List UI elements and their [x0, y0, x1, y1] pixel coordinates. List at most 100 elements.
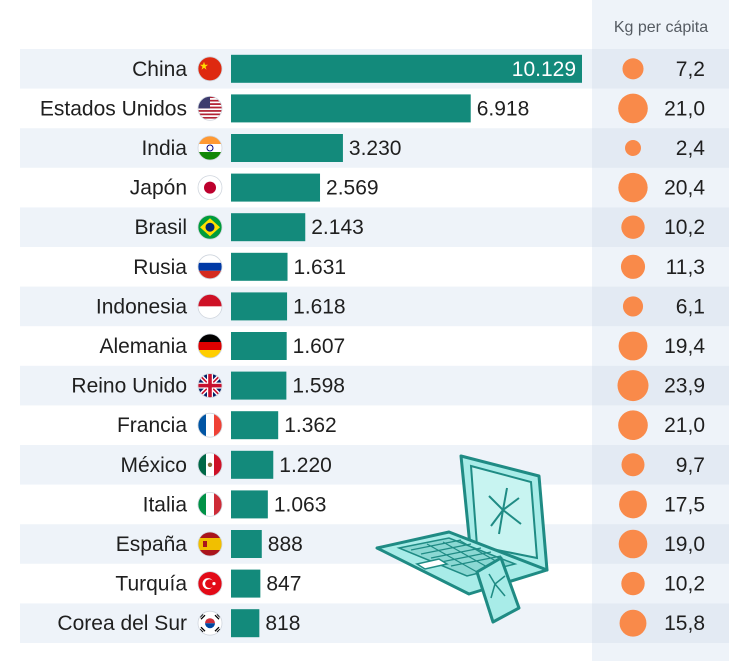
- per-capita-value: 9,7: [676, 454, 705, 477]
- per-capita-row-band: [592, 49, 729, 89]
- bar: [231, 490, 268, 519]
- bar-value-label: 1.607: [293, 335, 346, 358]
- per-capita-value: 10,2: [664, 573, 705, 596]
- it-flag-icon: [197, 491, 223, 517]
- cn-flag-icon: [197, 56, 223, 82]
- country-label: China: [132, 58, 187, 81]
- country-label: Reino Unido: [71, 375, 187, 398]
- bar: [231, 569, 261, 598]
- per-capita-dot: [618, 529, 648, 559]
- us-flag-icon: [197, 96, 223, 121]
- country-label: Italia: [143, 493, 188, 516]
- gb-flag-icon: [197, 373, 223, 399]
- bar: [231, 213, 306, 242]
- id-flag-icon: [197, 293, 223, 319]
- country-label: Rusia: [133, 256, 187, 279]
- per-capita-value: 21,0: [664, 97, 705, 120]
- per-capita-value: 20,4: [664, 177, 705, 200]
- bar-value-label: 818: [265, 612, 300, 635]
- per-capita-value: 6,1: [676, 295, 705, 318]
- country-label: Brasil: [134, 216, 187, 239]
- bar-value-label: 1.598: [292, 375, 345, 398]
- bar-value-label: 10.129: [512, 58, 576, 81]
- bar: [231, 252, 288, 281]
- bar-value-label: 1.362: [284, 414, 337, 437]
- bar: [231, 450, 274, 479]
- per-capita-dot: [621, 571, 645, 596]
- per-capita-value: 2,4: [676, 137, 706, 160]
- per-capita-dot: [619, 609, 647, 637]
- bar: [231, 332, 287, 360]
- kr-flag-icon: [197, 610, 223, 636]
- bar-value-label: 1.618: [293, 295, 346, 318]
- bar: [231, 371, 287, 400]
- row-band: [20, 207, 592, 247]
- fr-flag-icon: [197, 412, 223, 438]
- per-capita-row-band: [592, 603, 729, 643]
- row-band: [20, 365, 592, 406]
- bar: [231, 609, 260, 638]
- broken-laptop-and-phone-icon: [375, 454, 549, 624]
- bar: [231, 173, 321, 202]
- bar-value-label: 888: [268, 533, 303, 556]
- per-capita-dot: [621, 453, 645, 477]
- per-capita-value: 19,0: [664, 533, 705, 556]
- bar-value-label: 2.569: [326, 177, 379, 200]
- per-capita-row-band: [592, 524, 729, 564]
- per-capita-value: 17,5: [664, 493, 705, 516]
- bar: [231, 292, 288, 321]
- in-flag-icon: [197, 135, 223, 161]
- chart-rows: China 10.129 7,2 Estados Unidos 6.918 21,0 Ind…: [20, 49, 729, 643]
- per-capita-value: 23,9: [664, 375, 705, 398]
- per-capita-row-band: [592, 365, 729, 406]
- per-capita-row-band: [592, 207, 729, 247]
- country-label: Estados Unidos: [40, 97, 187, 120]
- bar-value-label: 1.063: [274, 493, 327, 516]
- per-capita-dot: [618, 93, 648, 124]
- country-label: México: [120, 454, 187, 477]
- per-capita-dot: [622, 296, 644, 317]
- jp-flag-icon: [197, 175, 223, 201]
- per-capita-value: 19,4: [664, 335, 705, 358]
- per-capita-dot: [618, 331, 648, 361]
- per-capita-value: 7,2: [676, 58, 705, 81]
- per-capita-value: 10,2: [664, 216, 705, 239]
- per-capita-row-band: [592, 445, 729, 485]
- country-label: Turquía: [115, 573, 187, 596]
- bar-value-label: 1.631: [294, 256, 347, 279]
- per-capita-dot: [620, 254, 646, 279]
- country-label: Alemania: [99, 335, 187, 358]
- per-capita-value: 11,3: [666, 256, 705, 279]
- per-capita-value: 15,8: [664, 612, 705, 635]
- de-flag-icon: [197, 333, 223, 359]
- per-capita-row-band: [592, 286, 729, 327]
- bar: [231, 530, 262, 558]
- country-label: Corea del Sur: [57, 612, 187, 635]
- row-band: [20, 286, 592, 327]
- per-capita-dot: [625, 140, 641, 156]
- bar: [231, 411, 279, 440]
- per-capita-dot: [618, 410, 648, 441]
- mx-flag-icon: [197, 452, 223, 478]
- bar: [231, 134, 343, 162]
- bar: [231, 94, 471, 123]
- br-flag-icon: [197, 214, 223, 240]
- per-capita-dot: [621, 215, 645, 239]
- per-capita-row-band: [592, 128, 729, 168]
- bar-value-label: 3.230: [349, 137, 402, 160]
- tr-flag-icon: [197, 571, 223, 596]
- bar-value-label: 847: [266, 573, 301, 596]
- country-label: Indonesia: [96, 295, 187, 318]
- country-label: Francia: [117, 414, 187, 437]
- ru-flag-icon: [197, 254, 223, 280]
- per-capita-header: Kg per cápita: [614, 19, 708, 36]
- per-capita-value: 21,0: [664, 414, 705, 437]
- per-capita-dot: [617, 370, 649, 402]
- per-capita-dot: [619, 490, 647, 519]
- bar-value-label: 1.220: [279, 454, 332, 477]
- es-flag-icon: [197, 531, 223, 557]
- per-capita-dot: [622, 58, 644, 80]
- country-label: India: [141, 137, 187, 160]
- bar-value-label: 2.143: [311, 216, 364, 239]
